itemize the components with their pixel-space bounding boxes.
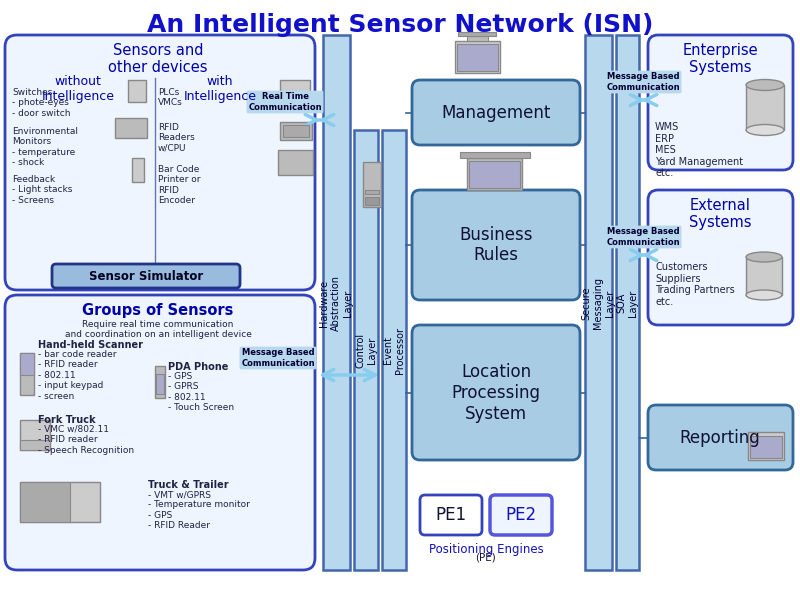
Bar: [467, 36, 488, 41]
FancyBboxPatch shape: [420, 495, 482, 535]
Text: (PE): (PE): [476, 552, 496, 562]
Bar: [746, 85, 784, 130]
Text: Hardware
Abstraction
Layer: Hardware Abstraction Layer: [319, 275, 353, 331]
Text: Message Based
Communication: Message Based Communication: [606, 73, 680, 91]
Bar: [280, 122, 312, 140]
Text: Event
Processor: Event Processor: [383, 326, 405, 373]
Text: WMS
ERP
MES
Yard Management
etc.: WMS ERP MES Yard Management etc.: [655, 122, 743, 178]
Text: Reporting: Reporting: [680, 429, 760, 447]
Bar: [323, 35, 350, 570]
FancyBboxPatch shape: [412, 190, 580, 300]
Bar: [354, 130, 378, 570]
Text: with
Intelligence: with Intelligence: [183, 75, 257, 103]
Text: Real Time
Communication: Real Time Communication: [248, 92, 322, 112]
Bar: [750, 436, 782, 458]
Text: Bar Code
Printer or
RFID
Encoder: Bar Code Printer or RFID Encoder: [158, 165, 201, 205]
FancyBboxPatch shape: [648, 190, 793, 325]
Bar: [363, 162, 381, 207]
Ellipse shape: [746, 252, 782, 262]
Bar: [20, 353, 34, 375]
FancyBboxPatch shape: [412, 80, 580, 145]
Bar: [469, 161, 520, 188]
Text: Switches
- phote-eyes
- door switch: Switches - phote-eyes - door switch: [12, 88, 70, 118]
Bar: [585, 35, 612, 570]
Bar: [280, 80, 310, 102]
Bar: [748, 432, 784, 460]
Text: External
Systems: External Systems: [689, 198, 751, 231]
FancyBboxPatch shape: [5, 295, 315, 570]
Bar: [20, 482, 70, 522]
Bar: [746, 257, 782, 295]
Text: Feedback
- Light stacks
- Screens: Feedback - Light stacks - Screens: [12, 175, 72, 205]
Text: Business
Rules: Business Rules: [459, 225, 533, 264]
Text: Groups of Sensors: Groups of Sensors: [82, 303, 234, 318]
Bar: [365, 197, 379, 205]
Ellipse shape: [746, 290, 782, 300]
Text: Sensor Simulator: Sensor Simulator: [89, 270, 203, 283]
Bar: [455, 41, 500, 73]
Text: PDA Phone: PDA Phone: [168, 362, 228, 372]
Text: - VMT w/GPRS
- Temperature monitor
- GPS
- RFID Reader: - VMT w/GPRS - Temperature monitor - GPS…: [148, 490, 250, 530]
Text: Require real time communication
and coordination on an intelligent device: Require real time communication and coor…: [65, 320, 251, 339]
FancyBboxPatch shape: [648, 35, 793, 170]
Bar: [115, 118, 147, 138]
Bar: [458, 32, 496, 36]
Text: Hand-held Scanner: Hand-held Scanner: [38, 340, 143, 350]
Text: PE1: PE1: [435, 506, 466, 524]
Text: without
Intelligence: without Intelligence: [42, 75, 114, 103]
Text: Fork Truck: Fork Truck: [38, 415, 96, 425]
Bar: [20, 440, 50, 450]
Text: An Intelligent Sensor Network (ISN): An Intelligent Sensor Network (ISN): [147, 13, 653, 37]
Text: Management: Management: [442, 104, 550, 122]
Bar: [382, 130, 406, 570]
Bar: [128, 80, 146, 102]
FancyBboxPatch shape: [412, 325, 580, 460]
FancyBboxPatch shape: [490, 495, 552, 535]
Text: - GPS
- GPRS
- 802.11
- Touch Screen: - GPS - GPRS - 802.11 - Touch Screen: [168, 372, 234, 412]
Bar: [365, 190, 379, 194]
Bar: [467, 158, 522, 190]
Text: Positioning Engines: Positioning Engines: [429, 543, 543, 556]
FancyBboxPatch shape: [5, 35, 315, 290]
Bar: [457, 44, 498, 71]
Bar: [283, 125, 309, 137]
Text: Customers
Suppliers
Trading Partners
etc.: Customers Suppliers Trading Partners etc…: [655, 262, 734, 307]
Text: - bar code reader
- RFID reader
- 802.11
- input keypad
- screen: - bar code reader - RFID reader - 802.11…: [38, 350, 117, 401]
Bar: [460, 152, 530, 158]
Bar: [156, 374, 164, 394]
Text: Sensors and
other devices: Sensors and other devices: [108, 43, 208, 76]
Text: Message Based
Communication: Message Based Communication: [241, 348, 315, 368]
Text: SOA
Layer: SOA Layer: [616, 289, 638, 317]
Bar: [20, 482, 100, 522]
Bar: [20, 420, 50, 450]
Text: Environmental
Monitors
- temperature
- shock: Environmental Monitors - temperature - s…: [12, 127, 78, 167]
Text: Message Based
Communication: Message Based Communication: [606, 227, 680, 247]
FancyBboxPatch shape: [648, 405, 793, 470]
Ellipse shape: [746, 80, 784, 90]
Bar: [616, 35, 639, 570]
Bar: [155, 366, 165, 398]
Text: PE2: PE2: [506, 506, 537, 524]
Text: RFID
Readers
w/CPU: RFID Readers w/CPU: [158, 123, 194, 153]
Text: Secure
Messaging
Layer: Secure Messaging Layer: [582, 277, 614, 329]
Text: - VMC w/802.11
- RFID reader
- Speech Recognition: - VMC w/802.11 - RFID reader - Speech Re…: [38, 425, 134, 455]
Ellipse shape: [746, 124, 784, 136]
Bar: [20, 353, 34, 395]
Text: Enterprise
Systems: Enterprise Systems: [682, 43, 758, 76]
Text: Location
Processing
System: Location Processing System: [451, 363, 541, 423]
Text: Truck & Trailer: Truck & Trailer: [148, 480, 229, 490]
FancyBboxPatch shape: [52, 264, 240, 288]
Text: Control
Layer: Control Layer: [355, 332, 377, 368]
Text: PLCs
VMCs: PLCs VMCs: [158, 88, 182, 107]
Bar: [132, 158, 144, 182]
Bar: [278, 150, 313, 175]
